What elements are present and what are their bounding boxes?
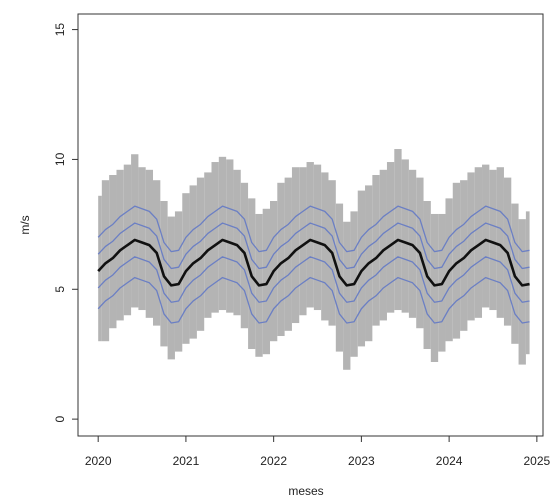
y-tick-label: 15 [53, 23, 67, 37]
x-tick-label: 2022 [260, 454, 287, 468]
range-band [401, 159, 409, 313]
range-band [306, 162, 314, 308]
range-band [379, 169, 387, 321]
series-line [97, 256, 530, 303]
range-band [489, 169, 497, 311]
range-band [233, 169, 241, 316]
range-band [138, 167, 146, 311]
y-tick-label: 5 [53, 286, 67, 293]
range-band [394, 149, 402, 311]
series-line [97, 238, 530, 287]
x-tick-label: 2021 [173, 454, 200, 468]
range-band [386, 162, 395, 313]
x-tick-label: 2023 [348, 454, 375, 468]
range-band [226, 159, 234, 313]
range-band [299, 167, 307, 316]
y-tick-label: 10 [53, 152, 67, 166]
series-line [97, 222, 530, 270]
range-band [167, 216, 175, 360]
range-band [430, 213, 439, 362]
range-band [211, 162, 219, 313]
range-band [357, 190, 366, 347]
range-band [101, 180, 110, 342]
range-band [467, 172, 475, 321]
series-line [97, 205, 530, 253]
range-band [343, 221, 351, 370]
y-tick-label: 0 [53, 415, 67, 422]
range-band [204, 172, 212, 318]
plot-frame [77, 13, 544, 437]
range-band [525, 211, 530, 355]
range-band [482, 164, 490, 308]
range-band [196, 177, 205, 331]
range-band [460, 180, 468, 331]
range-band [372, 175, 380, 326]
range-band [452, 182, 461, 339]
series-line [97, 276, 530, 324]
x-tick-label: 2025 [524, 454, 551, 468]
range-band [313, 164, 322, 311]
range-band [496, 167, 504, 318]
range-band [474, 167, 483, 318]
range-band [131, 154, 139, 308]
range-band [116, 169, 124, 321]
x-axis-label: meses [288, 484, 323, 498]
x-tick-label: 2020 [85, 454, 112, 468]
x-tick-label: 2024 [436, 454, 463, 468]
range-band [123, 164, 132, 316]
range-band [218, 156, 227, 311]
y-axis-label: m/s [18, 215, 32, 234]
range-band [284, 177, 292, 331]
range-band [109, 175, 117, 329]
range-band [277, 182, 285, 337]
range-band [291, 167, 300, 324]
range-band [182, 193, 190, 344]
range-band [518, 219, 526, 365]
